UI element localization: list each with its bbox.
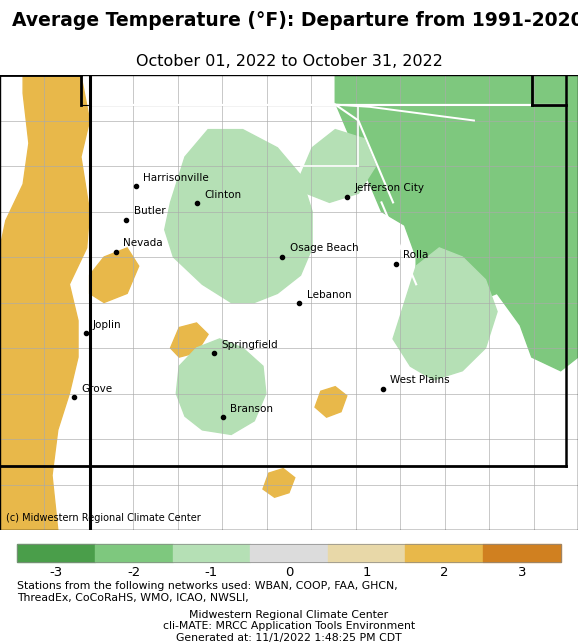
Text: 1: 1 (362, 567, 371, 580)
Text: Butler: Butler (134, 206, 165, 216)
Bar (328, 544, 405, 562)
Text: -3: -3 (50, 567, 63, 580)
Text: (c) Midwestern Regional Climate Center: (c) Midwestern Regional Climate Center (6, 513, 201, 523)
Text: Harrisonville: Harrisonville (143, 173, 209, 183)
Bar (483, 544, 561, 562)
Text: Stations from the following networks used: WBAN, COOP, FAA, GHCN,
ThreadEx, CoCo: Stations from the following networks use… (17, 582, 398, 603)
Polygon shape (301, 129, 376, 202)
Text: Osage Beach: Osage Beach (290, 243, 358, 253)
Text: Clinton: Clinton (204, 190, 241, 200)
Polygon shape (199, 382, 231, 414)
Polygon shape (335, 75, 578, 371)
Polygon shape (0, 75, 90, 530)
Polygon shape (315, 386, 347, 417)
Text: -2: -2 (127, 567, 140, 580)
Polygon shape (393, 248, 497, 380)
Text: Joplin: Joplin (93, 320, 122, 330)
Text: 2: 2 (440, 567, 449, 580)
Text: Jefferson City: Jefferson City (354, 184, 424, 193)
Bar (173, 544, 250, 562)
Polygon shape (165, 129, 312, 303)
Polygon shape (90, 248, 139, 303)
Text: Rolla: Rolla (403, 250, 429, 260)
Bar (17, 544, 561, 562)
Polygon shape (263, 469, 295, 497)
Text: Branson: Branson (230, 404, 273, 413)
Polygon shape (171, 323, 208, 357)
Text: 0: 0 (285, 567, 293, 580)
Text: West Plains: West Plains (390, 375, 450, 385)
Text: -1: -1 (205, 567, 218, 580)
Bar (95, 544, 173, 562)
Polygon shape (176, 339, 266, 435)
Text: October 01, 2022 to October 31, 2022: October 01, 2022 to October 31, 2022 (136, 54, 442, 69)
Text: Midwestern Regional Climate Center
cli-MATE: MRCC Application Tools Environment
: Midwestern Regional Climate Center cli-M… (163, 610, 415, 643)
Text: Average Temperature (°F): Departure from 1991-2020 Normals: Average Temperature (°F): Departure from… (12, 11, 578, 30)
Text: Springfield: Springfield (221, 340, 278, 350)
Bar (17, 544, 95, 562)
Bar (250, 544, 328, 562)
Text: Grove: Grove (81, 383, 113, 393)
Text: Lebanon: Lebanon (307, 290, 351, 299)
Text: Nevada: Nevada (123, 238, 163, 248)
Text: 3: 3 (518, 567, 526, 580)
Bar (405, 544, 483, 562)
